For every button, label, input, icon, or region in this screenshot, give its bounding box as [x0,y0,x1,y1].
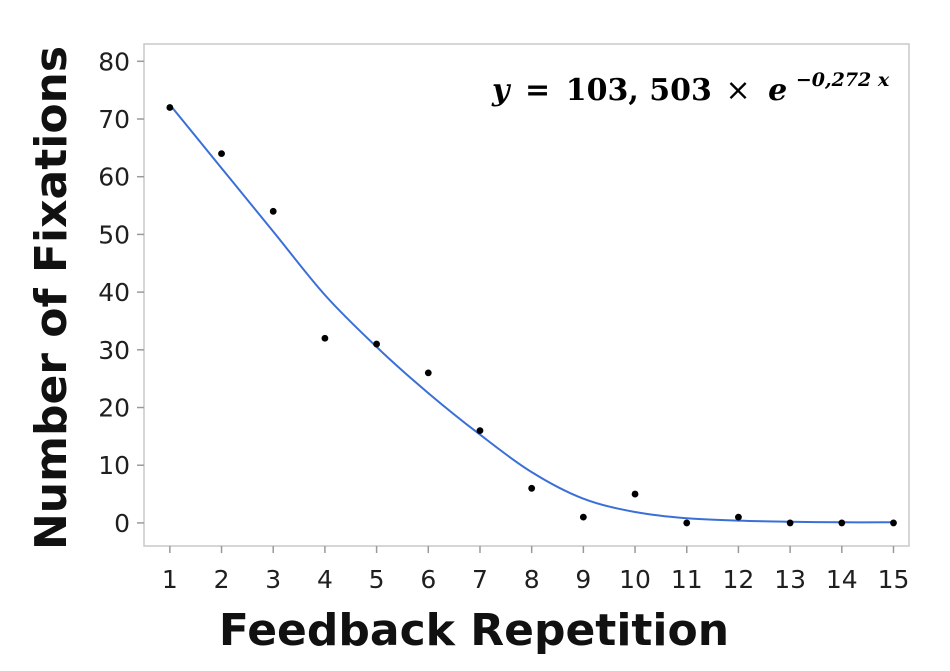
x-tick-label: 2 [214,565,230,594]
data-points [166,104,897,527]
data-point [373,340,381,348]
data-point [166,104,174,111]
y-tick-label: 50 [98,220,130,249]
x-tick-label: 10 [619,565,651,594]
data-point [269,207,277,215]
x-axis: 1 2 3 4 5 6 7 8 9 10 11 12 13 14 15 [162,546,910,594]
equation-coefficient: 103, 503 [566,73,712,108]
x-tick-label: 1 [162,565,178,594]
data-point [218,150,225,158]
y-axis: 0 10 20 30 40 50 60 70 80 [98,47,144,538]
y-tick-label: 20 [98,394,130,423]
x-tick-label: 3 [265,565,281,594]
x-tick-label: 12 [723,565,755,594]
x-tick-label: 7 [472,565,488,594]
y-tick-label: 80 [98,47,130,76]
data-point [476,427,484,434]
data-point [528,484,536,492]
equation-base: e [768,73,787,108]
equation-lhs: y [491,73,512,108]
x-tick-label: 13 [774,565,806,594]
x-tick-label: 14 [826,565,858,594]
x-tick-label: 9 [575,565,591,594]
y-tick-label: 0 [114,509,130,538]
plot-frame [143,43,910,547]
data-point [579,513,587,521]
data-point [424,369,432,377]
fit-curve [169,103,894,524]
x-tick-label: 6 [420,565,436,594]
data-point [683,519,691,527]
data-point [321,334,329,342]
x-axis-title: Feedback Repetition [219,605,729,656]
equation-exponent: −0,272 x [796,69,890,91]
data-point [631,490,639,498]
equation-times: × [725,73,750,108]
y-tick-label: 30 [98,336,130,365]
x-tick-label: 15 [878,565,910,594]
data-point [735,513,742,521]
y-tick-label: 10 [98,451,130,480]
data-point [786,519,794,527]
x-tick-label: 11 [671,565,703,594]
y-tick-label: 40 [98,278,130,307]
y-tick-label: 70 [98,105,130,134]
x-tick-label: 8 [524,565,540,594]
x-tick-label: 5 [369,565,385,594]
data-point [890,519,897,527]
y-tick-label: 60 [98,163,130,192]
y-axis-title: Number of Fixations [26,46,77,550]
data-point [838,519,846,527]
equation-annotation: y = 103, 503 × e −0,272 x [491,69,890,108]
equation-equals: = [525,73,550,108]
x-tick-label: 4 [317,565,333,594]
